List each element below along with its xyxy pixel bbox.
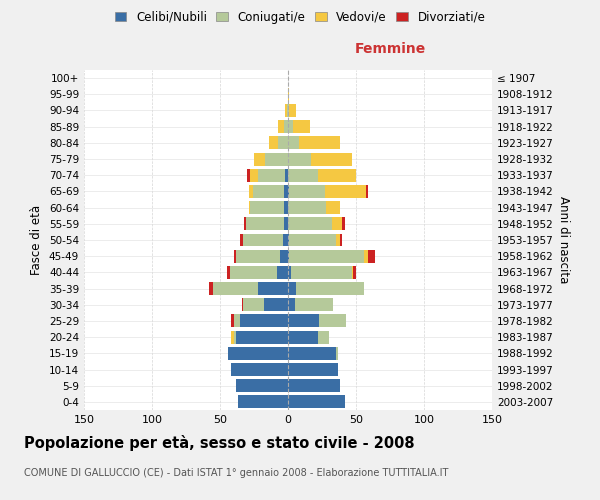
Bar xyxy=(283,234,288,246)
Bar xyxy=(289,250,364,262)
Bar xyxy=(247,169,250,181)
Bar xyxy=(343,218,345,230)
Bar xyxy=(299,136,340,149)
Bar xyxy=(284,218,288,230)
Bar xyxy=(280,250,288,262)
Bar xyxy=(241,234,243,246)
Bar xyxy=(253,185,284,198)
Legend: Celibi/Nubili, Coniugati/e, Vedovi/e, Divorziati/e: Celibi/Nubili, Coniugati/e, Vedovi/e, Di… xyxy=(110,6,490,28)
Y-axis label: Fasce di età: Fasce di età xyxy=(31,205,43,275)
Bar xyxy=(285,104,287,117)
Bar xyxy=(288,363,338,376)
Bar xyxy=(250,201,284,214)
Bar xyxy=(288,266,291,279)
Bar xyxy=(284,185,288,198)
Bar xyxy=(233,314,241,328)
Bar xyxy=(288,250,289,262)
Bar xyxy=(238,396,288,408)
Bar xyxy=(288,396,345,408)
Bar xyxy=(288,314,319,328)
Bar xyxy=(258,282,288,295)
Bar xyxy=(288,169,318,181)
Bar xyxy=(227,266,230,279)
Bar xyxy=(289,234,335,246)
Bar xyxy=(335,347,338,360)
Bar xyxy=(368,250,375,262)
Bar xyxy=(295,298,333,311)
Bar xyxy=(288,136,299,149)
Bar xyxy=(289,185,325,198)
Bar xyxy=(248,185,253,198)
Bar xyxy=(335,234,340,246)
Y-axis label: Anni di nascita: Anni di nascita xyxy=(557,196,570,284)
Bar xyxy=(291,266,352,279)
Bar xyxy=(250,169,258,181)
Bar xyxy=(288,330,318,344)
Bar xyxy=(340,234,343,246)
Bar xyxy=(288,234,289,246)
Bar xyxy=(288,185,289,198)
Bar xyxy=(352,266,353,279)
Bar xyxy=(284,120,288,133)
Bar xyxy=(288,120,293,133)
Bar xyxy=(288,201,326,214)
Bar xyxy=(288,282,296,295)
Bar xyxy=(288,218,332,230)
Bar xyxy=(318,330,329,344)
Bar xyxy=(288,88,289,101)
Bar xyxy=(233,330,236,344)
Bar xyxy=(278,120,284,133)
Bar xyxy=(287,104,288,117)
Bar xyxy=(254,152,265,166)
Bar xyxy=(265,152,288,166)
Bar xyxy=(318,169,356,181)
Bar xyxy=(242,298,243,311)
Bar xyxy=(285,169,288,181)
Bar xyxy=(258,169,285,181)
Bar xyxy=(277,266,288,279)
Bar xyxy=(241,314,288,328)
Bar xyxy=(288,347,335,360)
Bar xyxy=(296,282,364,295)
Bar xyxy=(293,120,310,133)
Bar xyxy=(289,104,296,117)
Bar xyxy=(236,330,288,344)
Bar xyxy=(213,282,258,295)
Bar xyxy=(364,250,368,262)
Bar xyxy=(353,266,356,279)
Bar xyxy=(311,152,352,166)
Bar xyxy=(243,234,283,246)
Text: Popolazione per età, sesso e stato civile - 2008: Popolazione per età, sesso e stato civil… xyxy=(24,435,415,451)
Bar xyxy=(288,104,289,117)
Bar xyxy=(278,136,288,149)
Bar xyxy=(228,347,288,360)
Bar xyxy=(325,185,365,198)
Bar xyxy=(365,185,368,198)
Bar xyxy=(231,330,233,344)
Bar xyxy=(233,250,236,262)
Bar xyxy=(243,298,263,311)
Bar xyxy=(326,201,340,214)
Bar xyxy=(236,379,288,392)
Bar xyxy=(263,298,288,311)
Bar xyxy=(236,250,280,262)
Bar xyxy=(288,298,295,311)
Bar xyxy=(288,379,340,392)
Bar xyxy=(231,314,233,328)
Bar xyxy=(284,201,288,214)
Bar xyxy=(209,282,213,295)
Bar xyxy=(230,266,277,279)
Bar xyxy=(248,201,250,214)
Bar xyxy=(269,136,278,149)
Text: Femmine: Femmine xyxy=(355,42,425,56)
Text: COMUNE DI GALLUCCIO (CE) - Dati ISTAT 1° gennaio 2008 - Elaborazione TUTTITALIA.: COMUNE DI GALLUCCIO (CE) - Dati ISTAT 1°… xyxy=(24,468,448,477)
Bar xyxy=(319,314,346,328)
Bar xyxy=(332,218,343,230)
Bar xyxy=(246,218,284,230)
Bar xyxy=(288,152,311,166)
Bar xyxy=(244,218,246,230)
Bar xyxy=(231,363,288,376)
